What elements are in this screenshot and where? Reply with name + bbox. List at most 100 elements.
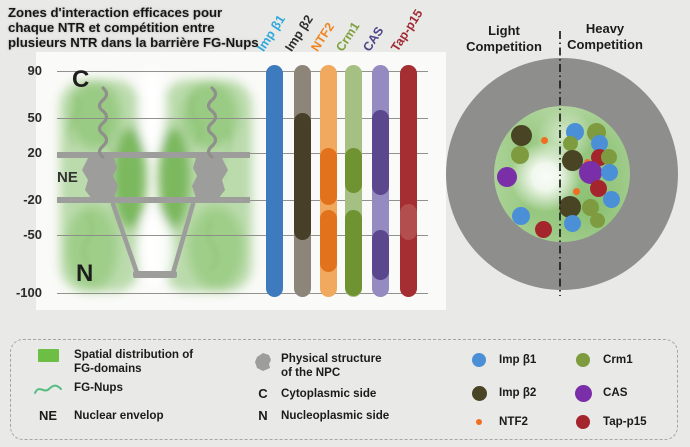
fg-nup-filament-left	[97, 86, 109, 159]
n-letter-icon: N	[258, 408, 268, 423]
y-axis-tick-label: 90	[27, 63, 42, 78]
c-letter-icon: C	[253, 387, 273, 401]
legend-item-NE: NE Nuclear envelop	[31, 409, 164, 423]
ntr-dot-imp-b2	[510, 124, 532, 146]
legend-item-imp-b1: Imp β1	[467, 353, 536, 367]
legend-item-npc-blob: Physical structure of the NPC	[253, 352, 382, 380]
legend-label: Nuclear envelop	[74, 409, 164, 422]
ntr-interaction-zone-ntf2	[319, 209, 337, 273]
fg-nup-filament-right	[206, 86, 218, 159]
figure-title: Zones d'interaction efficaces pour chaqu…	[8, 5, 338, 50]
ntr-dot-tap-p15	[534, 220, 552, 238]
legend-item-ntf2: NTF2	[467, 415, 528, 429]
imp-b2-dot-icon	[467, 385, 491, 401]
legend-item-cas: CAS	[571, 384, 628, 402]
c-letter-icon: C	[258, 386, 268, 401]
legend-label: Physical structure of the NPC	[281, 352, 382, 379]
y-axis-tick-label: 50	[27, 109, 42, 125]
legend-label: Nucleoplasmic side	[281, 409, 390, 422]
gridline	[57, 293, 428, 294]
ntr-bar-label-tap-p15: Tap-p15	[388, 6, 426, 55]
npc-scaffold-right	[192, 152, 228, 203]
ntr-interaction-zone-cas	[371, 110, 389, 196]
ntr-dot-imp-b2	[559, 196, 581, 218]
y-axis-tick-label: -50	[23, 226, 42, 242]
y-axis-tick-label: 20	[27, 144, 42, 160]
imp-b2-dot-icon	[471, 385, 487, 401]
ntr-bar-label-crm1: Crm1	[333, 19, 363, 54]
ntf2-dot-icon	[467, 415, 491, 425]
ntr-dot-tap-p15	[589, 179, 607, 197]
legend-item-C: C Cytoplasmic side	[253, 387, 376, 401]
ntr-dot-crm1	[581, 198, 599, 216]
npc-blob-icon	[255, 353, 271, 371]
legend-label: FG-Nups	[74, 381, 123, 394]
fg-nups-squiggle-icon	[34, 384, 62, 394]
ntr-interaction-zone-ntf2	[319, 147, 337, 205]
ntr-dot-ntf2	[540, 136, 548, 144]
tap-p15-dot-icon	[576, 415, 590, 429]
npc-scaffold-left	[82, 152, 118, 203]
figure-title-line: chaque NTR et compétition entre	[8, 20, 215, 35]
n-letter-icon: N	[253, 409, 273, 423]
y-axis-tick-label: -20	[23, 191, 42, 207]
ntr-dot-crm1	[589, 212, 605, 228]
ntr-dot-cas	[578, 160, 602, 184]
ntf2-dot-icon	[476, 419, 482, 425]
tap-p15-dot-icon	[571, 415, 595, 429]
figure-title-line: Zones d'interaction efficaces pour	[8, 5, 223, 20]
legend-item-N: N Nucleoplasmic side	[253, 409, 389, 423]
nuclear-basket-right-leg	[170, 201, 196, 276]
ntr-interaction-zone-tap-p15	[399, 203, 417, 240]
ne-letter-icon: NE	[38, 408, 58, 423]
gridline	[57, 117, 428, 119]
nucleoplasmic-side-label: N	[76, 260, 94, 287]
legend-label: Cytoplasmic side	[281, 387, 377, 400]
light-competition-title: Light Competition	[450, 23, 558, 55]
ntr-dot-crm1	[511, 146, 529, 164]
imp-b1-dot-icon	[472, 353, 486, 367]
legend-label: Imp β1	[499, 353, 537, 366]
ne-letter-icon: NE	[31, 409, 65, 423]
light-competition-line: Competition	[466, 39, 542, 54]
legend-item-tap-p15: Tap-p15	[571, 415, 647, 429]
ntr-dot-imp-b1	[512, 207, 530, 225]
ntr-dot-imp-b1	[563, 214, 581, 232]
legend-label: CAS	[603, 386, 628, 399]
ntr-bar-imp-b1	[265, 65, 283, 297]
legend-label: NTF2	[499, 415, 528, 428]
imp-b1-dot-icon	[467, 353, 491, 367]
legend-label: Imp β2	[499, 386, 537, 399]
legend-label: Tap-p15	[603, 415, 647, 428]
fg-domain-swatch-icon	[37, 349, 59, 362]
heavy-competition-title: Heavy Competition	[552, 21, 658, 53]
crm1-dot-icon	[576, 353, 590, 367]
ntr-interaction-zone-crm1	[344, 209, 362, 296]
nuclear-envelope-membrane-top	[57, 152, 250, 158]
heavy-competition-line: Competition	[567, 37, 643, 52]
crm1-dot-icon	[571, 353, 595, 367]
legend-item-fg-domain-swatch: Spatial distribution of FG-domains	[31, 348, 193, 376]
heavy-competition-line: Heavy	[585, 21, 625, 36]
cytoplasmic-side-label: C	[72, 66, 90, 93]
npc-blob-icon	[253, 352, 273, 372]
ntr-bar-label-cas: CAS	[360, 24, 387, 54]
ntr-dot-imp-b1	[602, 190, 620, 208]
ntr-interaction-zone-crm1	[344, 147, 362, 193]
ntr-dot-imp-b1	[590, 134, 608, 152]
nuclear-basket-left-leg	[110, 201, 140, 276]
ntr-dot-ntf2	[572, 187, 580, 195]
ntr-bar-tap-p15	[399, 65, 417, 297]
y-axis-tick-label: -100	[15, 285, 42, 300]
gridline	[57, 71, 428, 72]
light-competition-line: Light	[488, 23, 520, 38]
ntr-dot-imp-b1	[600, 163, 618, 181]
fg-nups-squiggle-icon	[31, 381, 65, 397]
legend-label: Crm1	[603, 353, 633, 366]
ntr-interaction-zone-cas	[371, 229, 389, 281]
ntr-dot-cas	[497, 167, 517, 187]
nuclear-envelope-label: NE	[57, 169, 78, 186]
legend-item-fg-nups-squiggle: FG-Nups	[31, 381, 123, 397]
